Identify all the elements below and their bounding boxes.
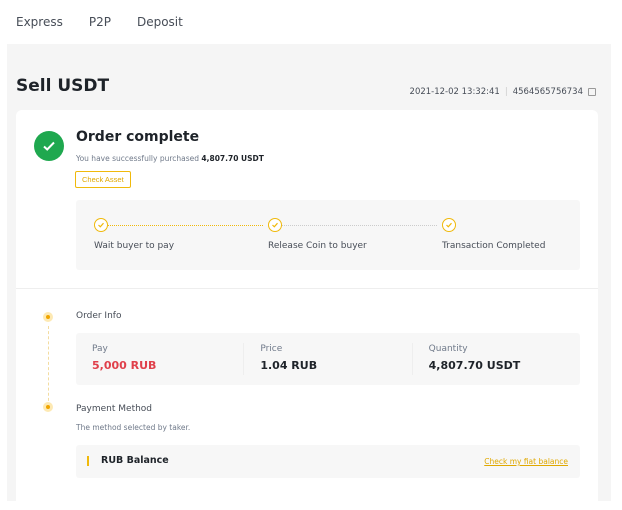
check-asset-button[interactable]: Check Asset	[75, 171, 131, 188]
step-label: Transaction Completed	[442, 241, 546, 251]
check-fiat-balance-link[interactable]: Check my fiat balance	[484, 457, 568, 466]
progress-steps: Wait buyer to pay Release Coin to buyer …	[76, 200, 580, 270]
step-check-icon	[442, 218, 456, 232]
order-card: Order complete You have successfully pur…	[16, 110, 598, 510]
purchased-amount: 4,807.70 USDT	[201, 154, 264, 163]
step-check-icon	[268, 218, 282, 232]
step-label: Wait buyer to pay	[94, 241, 175, 251]
price-label: Price	[260, 344, 283, 354]
quantity-value: 4,807.70 USDT	[428, 359, 521, 372]
page-title: Sell USDT	[16, 76, 110, 96]
timeline-line	[48, 326, 49, 406]
pay-value: 5,000 RUB	[92, 359, 157, 372]
payment-method-description: The method selected by taker.	[76, 423, 191, 432]
payment-method-name: RUB Balance	[101, 455, 169, 466]
step-connector	[282, 225, 437, 226]
step-check-icon	[94, 218, 108, 232]
success-check-icon	[34, 131, 64, 161]
tab-express[interactable]: Express	[16, 15, 63, 29]
quantity-label: Quantity	[428, 344, 468, 354]
timeline-dot-icon	[43, 402, 53, 412]
order-meta: 2021-12-02 13:32:41 | 4564565756734	[410, 87, 596, 97]
status-message: You have successfully purchased 4,807.70…	[76, 154, 264, 163]
step-label: Release Coin to buyer	[268, 241, 367, 251]
order-id: 4564565756734	[512, 87, 583, 97]
payment-method-title: Payment Method	[76, 404, 153, 414]
tab-deposit[interactable]: Deposit	[136, 15, 183, 29]
price-value: 1.04 RUB	[260, 359, 318, 372]
order-info-title: Order Info	[76, 311, 122, 321]
tab-p2p[interactable]: P2P	[88, 15, 111, 29]
top-nav: Express P2P Deposit	[0, 0, 622, 44]
order-info-panel: Pay 5,000 RUB Price 1.04 RUB Quantity 4,807…	[76, 333, 580, 385]
status-title: Order complete	[76, 129, 200, 145]
pay-label: Pay	[92, 344, 108, 354]
payment-method-panel: RUB Balance Check my fiat balance	[76, 445, 580, 478]
timeline-dot-icon	[43, 312, 53, 322]
copy-icon[interactable]	[588, 88, 596, 96]
divider	[16, 288, 598, 289]
separator: |	[504, 87, 508, 97]
accent-bar	[87, 456, 89, 466]
order-datetime: 2021-12-02 13:32:41	[409, 87, 500, 97]
step-connector	[108, 225, 263, 226]
